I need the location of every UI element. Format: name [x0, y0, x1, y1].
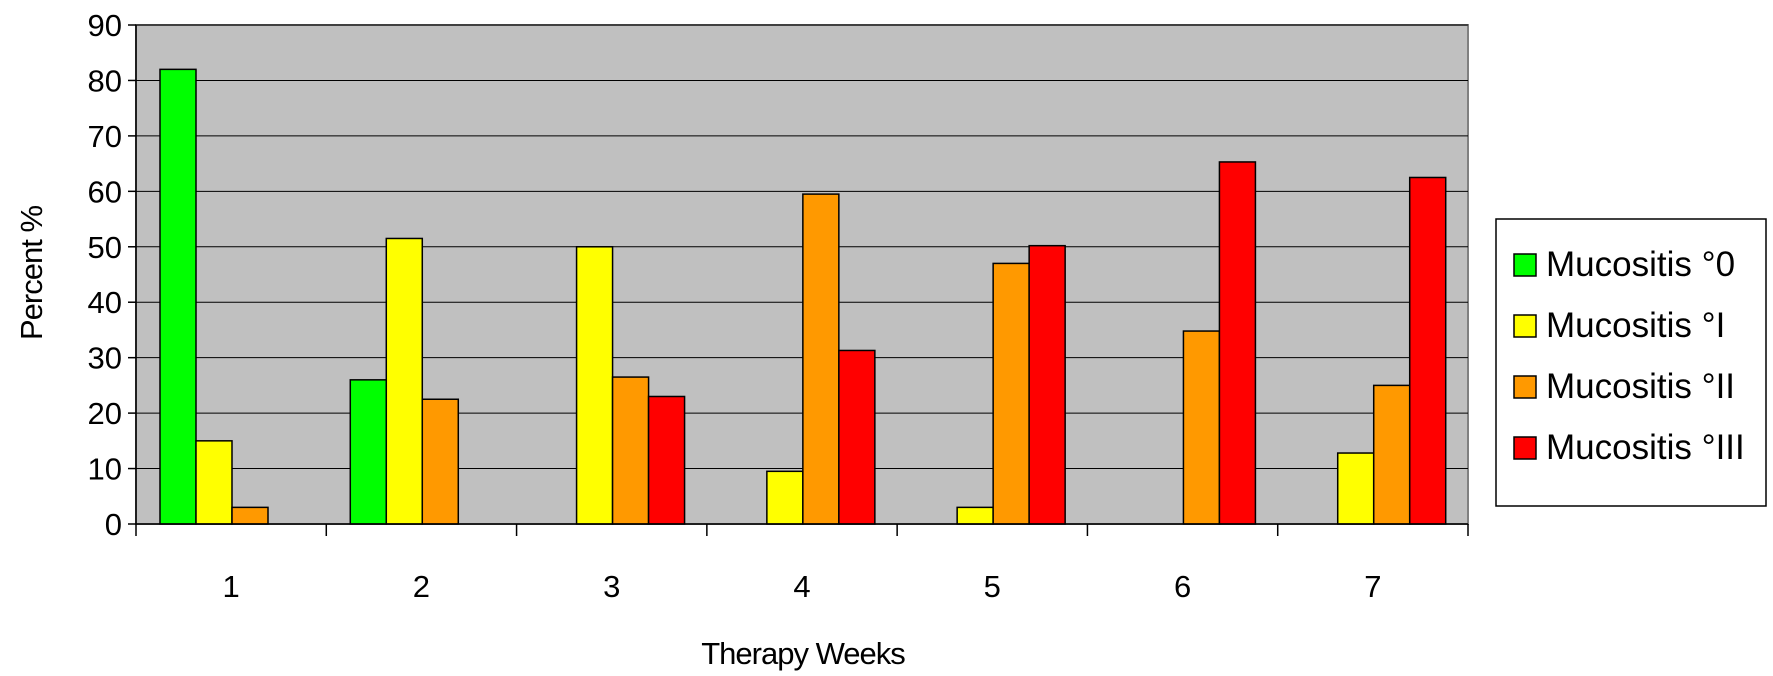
legend: Mucositis °0 Mucositis °I Mucositis °II Muc…	[1495, 218, 1767, 507]
bar-week-7-series-1	[1336, 452, 1375, 525]
y-axis-title: Percent %	[14, 206, 49, 340]
legend-swatch	[1513, 314, 1537, 338]
y-tick-label: 30	[88, 341, 122, 376]
y-tick-label: 90	[88, 8, 122, 43]
bar-week-2-series-1	[385, 237, 424, 525]
bar-week-4-series-3	[838, 349, 876, 525]
bar-week-7-series-2	[1372, 384, 1411, 525]
legend-label: Mucositis °I	[1546, 306, 1725, 345]
bar-week-2-series-0	[349, 379, 388, 525]
legend-swatch	[1513, 253, 1537, 277]
x-tick-label: 1	[223, 569, 240, 604]
y-tick-label: 20	[88, 396, 122, 431]
bar-week-5-series-3	[1028, 244, 1066, 525]
x-tick-label: 4	[793, 569, 810, 604]
bar-week-1-series-1	[195, 440, 233, 525]
x-axis-title: Therapy Weeks	[701, 636, 905, 671]
legend-label: Mucositis °0	[1546, 245, 1735, 284]
x-tick-label: 3	[603, 569, 620, 604]
x-tick-label: 6	[1174, 569, 1191, 604]
legend-box	[1495, 218, 1767, 507]
bars	[159, 68, 1447, 525]
legend-swatch	[1513, 436, 1537, 460]
bar-week-5-series-1	[956, 506, 994, 525]
y-tick-label: 40	[88, 285, 122, 320]
bar-week-6-series-2	[1182, 330, 1221, 525]
legend-label: Mucositis °III	[1546, 428, 1745, 467]
bar-week-6-series-3	[1218, 161, 1257, 525]
legend-swatch	[1513, 375, 1537, 399]
y-tick-label: 50	[88, 230, 122, 265]
x-tick-label: 5	[984, 569, 1001, 604]
x-tick-label: 7	[1364, 569, 1381, 604]
bar-week-4-series-2	[802, 193, 840, 525]
y-tick-label: 80	[88, 63, 122, 98]
bar-week-7-series-3	[1408, 176, 1447, 525]
bar-week-4-series-1	[766, 470, 804, 525]
bar-week-5-series-2	[992, 262, 1030, 525]
bar-week-1-series-2	[231, 506, 269, 525]
bar-week-3-series-3	[647, 395, 686, 525]
bar-week-2-series-2	[421, 398, 460, 525]
y-tick-label: 70	[88, 119, 122, 154]
bar-week-1-series-0	[159, 68, 197, 525]
plot-area	[135, 24, 1469, 525]
y-tick-label: 60	[88, 174, 122, 209]
y-tick-label: 10	[88, 452, 122, 487]
legend-label: Mucositis °II	[1546, 367, 1735, 406]
y-tick-label: 0	[105, 507, 122, 542]
x-tick-label: 2	[413, 569, 430, 604]
bar-week-3-series-2	[611, 376, 650, 525]
axes: 0 10 20 30 40 50 60 70 80 90 1 2 3 4 5 6 7	[88, 8, 1469, 604]
bar-week-3-series-1	[575, 246, 614, 525]
